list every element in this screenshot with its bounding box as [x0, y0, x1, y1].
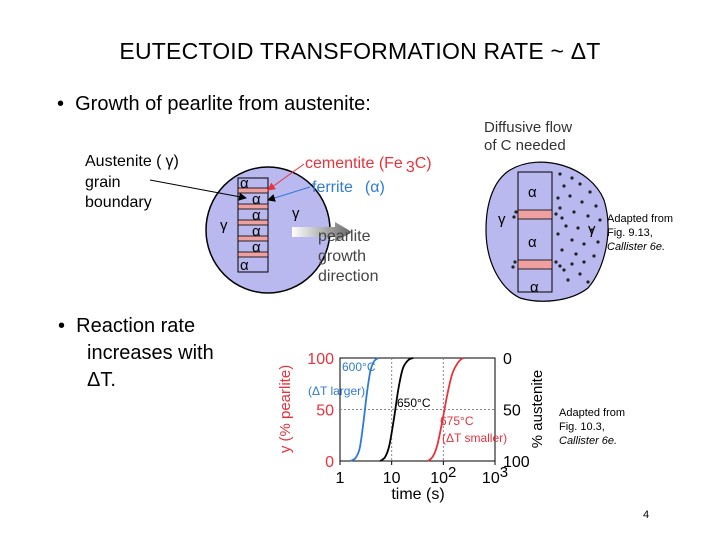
bullet-growth-text: Growth of pearlite from austenite:	[75, 93, 371, 115]
x-tick-label: 1	[336, 470, 345, 487]
carbon-atom-dots	[511, 172, 602, 284]
pearlite-lamellae	[517, 171, 553, 293]
alpha-label: α	[530, 279, 539, 296]
growth-label-line2: growth	[318, 248, 366, 265]
y-axis-label-right: % austenite	[529, 370, 546, 448]
series-note-600: (ΔT larger)	[308, 384, 365, 398]
credit-line: Callister 6e.	[607, 241, 666, 253]
x-tick-label: 10	[383, 470, 401, 487]
page-title: EUTECTOID TRANSFORMATION RATE ~ ΔT	[119, 38, 601, 64]
slide-number: 4	[643, 509, 650, 521]
credit-line: Fig. 10.3,	[559, 421, 605, 433]
carbon-diffusion-diagram: Diffusive flow of C needed α α α γ γ	[484, 119, 609, 302]
credit-line: Adapted from	[607, 213, 674, 225]
grain-label: grain	[85, 174, 121, 191]
alpha-label: α	[252, 239, 261, 256]
growth-direction-arrow	[292, 222, 352, 242]
alpha-label: α	[528, 184, 537, 201]
y-tick-label-right: 0	[503, 351, 512, 368]
y-tick-label-left: 50	[316, 403, 334, 420]
credit-line: Fig. 9.13,	[607, 227, 653, 239]
bullet-growth: • Growth of pearlite from austenite:	[57, 93, 371, 116]
growth-label-line1: pearlite	[318, 228, 371, 245]
x-tick-exponent: 2	[448, 464, 456, 481]
y-tick-label-right: 100	[503, 454, 530, 471]
cementite-label: cementite (Fe 3C)	[305, 155, 432, 176]
x-tick-label: 102	[430, 464, 456, 487]
bullet-dot: •	[58, 315, 77, 337]
series-label-600: 600°C	[342, 360, 376, 374]
cementite-arrow	[267, 163, 305, 191]
series-note-675: (ΔT smaller)	[442, 431, 507, 445]
credit-line: Callister 6e.	[559, 435, 618, 447]
gamma-label: γ	[220, 217, 228, 234]
y-tick-label-left: 100	[307, 351, 334, 368]
x-axis-label: time (s)	[391, 486, 444, 503]
alpha-label: α	[240, 175, 249, 192]
series-label-650: 650°C	[397, 396, 431, 410]
series-line-1	[379, 357, 414, 462]
alpha-label: α	[252, 207, 261, 224]
diffusion-title-line2: of C needed	[484, 137, 566, 154]
series-line-2	[427, 357, 464, 462]
y-axis-label-left: y (% pearlite)	[277, 365, 294, 453]
growth-label-line3: direction	[318, 268, 378, 285]
bullet-dot: •	[57, 93, 76, 115]
y-tick-label-right: 50	[503, 403, 521, 420]
bullet-reaction: • Reaction rate increases with ΔT.	[58, 313, 214, 394]
alpha-label: α	[252, 223, 261, 240]
austenite-label: Austenite (γ)	[85, 153, 179, 170]
y-tick-label-left: 0	[325, 454, 334, 471]
series-label-675: 675°C	[440, 414, 474, 428]
alpha-label: α	[528, 234, 537, 251]
diffusion-title-line1: Diffusive flow	[484, 119, 572, 136]
gamma-label: γ	[498, 211, 506, 228]
pearlite-growth-diagram: α α α α α α γ γ Austenite (γ) grain boun…	[85, 153, 432, 294]
grain-boundary-arrow	[149, 179, 247, 201]
series-line-0	[350, 357, 379, 462]
alpha-label: α	[240, 257, 249, 274]
figure-credit-1: Adapted from Fig. 9.13, Callister 6e.	[607, 212, 673, 254]
figure-credit-2: Adapted from Fig. 10.3, Callister 6e.	[559, 406, 625, 448]
x-tick-exponent: 3	[500, 464, 508, 481]
alpha-label: α	[252, 191, 261, 208]
boundary-label: boundary	[85, 194, 152, 211]
bullet-reaction-line3: ΔT.	[87, 369, 116, 391]
bullet-reaction-line2: increases with	[87, 342, 214, 364]
ferrite-arrow	[267, 186, 311, 202]
ferrite-label: ferrite (α)	[312, 179, 385, 196]
bullet-reaction-line1: Reaction rate	[76, 315, 196, 337]
gamma-label: γ	[292, 205, 300, 222]
credit-line: Adapted from	[559, 407, 626, 419]
